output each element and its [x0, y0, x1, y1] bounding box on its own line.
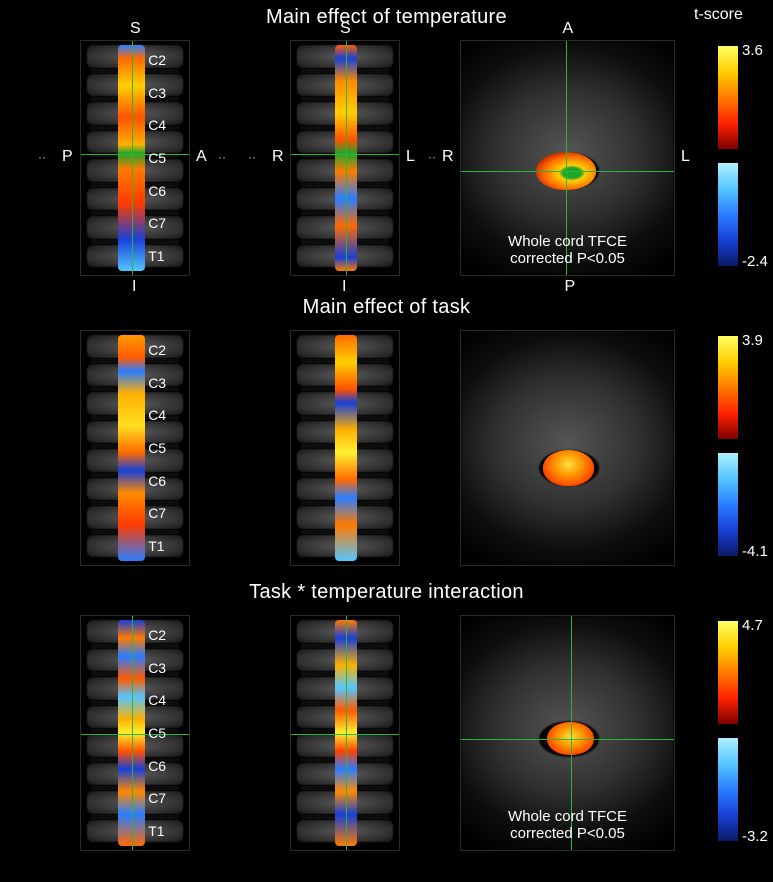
colorbar-max: 3.9 — [742, 332, 763, 349]
colorbar-cold — [718, 163, 738, 266]
vertebra-label-C7: C7 — [148, 790, 166, 806]
crosshair-h — [81, 734, 189, 735]
vertebra-label-C4: C4 — [148, 407, 166, 423]
orient-left-coronal: R — [272, 148, 284, 166]
crosshair-v — [346, 616, 347, 850]
orient-right-axial: L — [681, 148, 690, 166]
panel-sagittal-interaction — [80, 615, 190, 851]
colorbar-gap — [718, 149, 738, 162]
orient-right-coronal: L — [406, 148, 415, 166]
colorbar-cold — [718, 738, 738, 841]
vertebra-label-C5: C5 — [148, 440, 166, 456]
vertebra-label-C4: C4 — [148, 692, 166, 708]
vertebra-label-C6: C6 — [148, 758, 166, 774]
orient-top-sagittal: S — [130, 20, 141, 38]
vertebra-label-T1: T1 — [148, 823, 164, 839]
axial-caption-line2: corrected P<0.05 — [510, 250, 625, 267]
orient-right-sagittal: A — [196, 148, 207, 166]
crosshair-h — [461, 739, 674, 740]
activation-sagittal — [118, 335, 144, 561]
vertebra-label-C2: C2 — [148, 52, 166, 68]
panel-coronal-task — [290, 330, 400, 566]
colorbar-gap — [718, 439, 738, 452]
panel-axial-temp: Whole cord TFCEcorrected P<0.05 — [460, 40, 675, 276]
colorbar-max: 4.7 — [742, 617, 763, 634]
row-title-temp: Main effect of temperature — [0, 6, 773, 29]
vertebra-label-C2: C2 — [148, 627, 166, 643]
activation-coronal — [335, 335, 357, 561]
axial-bg — [461, 331, 674, 565]
vertebra-label-C3: C3 — [148, 375, 166, 391]
panel-sagittal-temp — [80, 40, 190, 276]
crosshair-v — [132, 41, 133, 275]
colorbar-temp: 3.6-2.4 — [718, 46, 738, 266]
colorbar-cold — [718, 453, 738, 556]
orient-top-coronal: S — [340, 20, 351, 38]
row-title-task: Main effect of task — [0, 296, 773, 319]
vertebra-label-C6: C6 — [148, 183, 166, 199]
vertebra-label-T1: T1 — [148, 248, 164, 264]
panel-sagittal-task — [80, 330, 190, 566]
axial-caption: Whole cord TFCEcorrected P<0.05 — [461, 233, 674, 268]
panel-coronal-interaction — [290, 615, 400, 851]
crosshair-h — [81, 154, 189, 155]
orient-bottom-coronal: I — [342, 278, 346, 296]
colorbar-gap — [718, 724, 738, 737]
vertebra-label-C3: C3 — [148, 85, 166, 101]
crosshair-h — [461, 171, 674, 172]
vertebra-label-C7: C7 — [148, 215, 166, 231]
panel-coronal-temp — [290, 40, 400, 276]
row-title-interaction: Task * temperature interaction — [0, 581, 773, 604]
vertebra-label-C2: C2 — [148, 342, 166, 358]
colorbar-hot — [718, 336, 738, 439]
colorbar-max: 3.6 — [742, 42, 763, 59]
colorbar-min: -4.1 — [742, 543, 768, 560]
colorbar-hot — [718, 621, 738, 724]
axial-caption-line2: corrected P<0.05 — [510, 825, 625, 842]
orient-left-axial: R — [442, 148, 454, 166]
tick-cross: ·· — [248, 150, 256, 164]
activation-axial — [543, 450, 595, 485]
orient-left-sagittal: P — [62, 148, 73, 166]
vertebra-label-C5: C5 — [148, 150, 166, 166]
colorbar-min: -2.4 — [742, 253, 768, 270]
axial-caption-line1: Whole cord TFCE — [508, 233, 627, 250]
tick-cross: ·· — [38, 150, 46, 164]
orient-bottom-axial: P — [565, 278, 576, 296]
colorbar-hot — [718, 46, 738, 149]
colorbar-min: -3.2 — [742, 828, 768, 845]
tick-cross: ·· — [428, 150, 436, 164]
crosshair-v — [132, 616, 133, 850]
vertebra-label-C7: C7 — [148, 505, 166, 521]
vertebra-label-C4: C4 — [148, 117, 166, 133]
panel-axial-interaction: Whole cord TFCEcorrected P<0.05 — [460, 615, 675, 851]
vertebra-label-C5: C5 — [148, 725, 166, 741]
crosshair-h — [291, 154, 399, 155]
colorbar-interaction: 4.7-3.2 — [718, 621, 738, 841]
vertebra-label-C3: C3 — [148, 660, 166, 676]
vertebra-label-C6: C6 — [148, 473, 166, 489]
axial-caption-line1: Whole cord TFCE — [508, 808, 627, 825]
colorbar-task: 3.9-4.1 — [718, 336, 738, 556]
crosshair-v — [346, 41, 347, 275]
orient-top-axial: A — [563, 20, 574, 38]
vertebra-label-T1: T1 — [148, 538, 164, 554]
axial-caption: Whole cord TFCEcorrected P<0.05 — [461, 808, 674, 843]
panel-axial-task — [460, 330, 675, 566]
orient-bottom-sagittal: I — [132, 278, 136, 296]
tick-cross: ·· — [218, 150, 226, 164]
crosshair-h — [291, 734, 399, 735]
